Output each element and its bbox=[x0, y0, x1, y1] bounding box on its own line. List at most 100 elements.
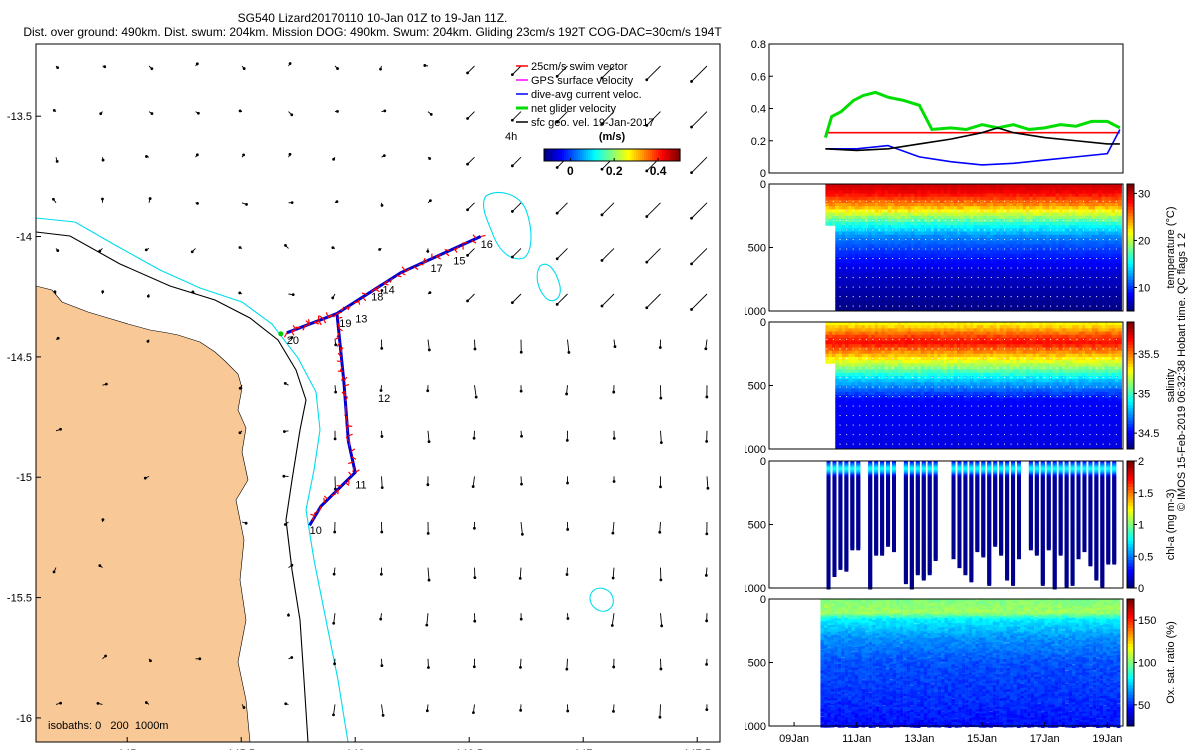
temperature-cell bbox=[1003, 307, 1007, 312]
velocity-vector-head bbox=[645, 123, 649, 127]
temperature-cell bbox=[920, 222, 925, 226]
temperature-cell bbox=[960, 295, 965, 299]
temperature-sample-dot bbox=[1115, 286, 1117, 288]
salinity-cell bbox=[838, 344, 843, 348]
temperature-cell bbox=[1019, 234, 1024, 239]
temperature-cell bbox=[979, 184, 984, 188]
temperature-cell bbox=[1055, 291, 1060, 296]
temperature-sample-dot bbox=[957, 277, 959, 279]
salinity-cell bbox=[835, 382, 840, 386]
temperature-cell bbox=[881, 279, 886, 283]
temperature-cell bbox=[930, 244, 935, 248]
day-label: 15 bbox=[453, 256, 465, 268]
temperature-cell bbox=[933, 190, 938, 195]
temperature-cell bbox=[1111, 282, 1116, 287]
temperature-sample-dot bbox=[865, 296, 867, 298]
temperature-cell bbox=[1068, 282, 1073, 287]
temperature-cell bbox=[986, 237, 991, 242]
temperature-cell bbox=[1062, 250, 1067, 255]
temperature-cell bbox=[986, 215, 991, 220]
temperature-sample-dot bbox=[918, 258, 920, 260]
salinity-cell bbox=[838, 350, 843, 355]
temperature-sample-dot bbox=[879, 248, 881, 250]
temperature-cell bbox=[1068, 184, 1073, 188]
velocity-vector-head bbox=[426, 250, 430, 253]
temperature-cell bbox=[1114, 279, 1119, 283]
temperature-cell bbox=[868, 260, 872, 264]
temperature-cell bbox=[1012, 285, 1017, 290]
temperature-cell bbox=[904, 307, 909, 312]
temperature-cell bbox=[864, 263, 869, 268]
temperature-colorbar-segment bbox=[1127, 215, 1134, 220]
temperature-cell bbox=[1012, 272, 1017, 277]
temperature-cell bbox=[989, 269, 994, 274]
temperature-cell bbox=[940, 187, 945, 191]
temperature-cell bbox=[848, 257, 853, 261]
salinity-cell bbox=[838, 439, 843, 444]
temperature-cell bbox=[1091, 209, 1096, 214]
colorbar-segment bbox=[602, 149, 605, 161]
salinity-cell bbox=[838, 372, 843, 377]
temperature-cell bbox=[861, 215, 866, 220]
swim-vector bbox=[311, 515, 315, 521]
temperature-cell bbox=[956, 288, 961, 293]
temperature-cell bbox=[937, 301, 942, 306]
temperature-sample-dot bbox=[984, 258, 986, 260]
temperature-sample-dot bbox=[885, 267, 887, 269]
velocity-vector-head bbox=[380, 530, 384, 534]
temperature-cell bbox=[1091, 291, 1096, 296]
temperature-cell bbox=[1016, 193, 1020, 198]
temperature-cell bbox=[1095, 206, 1099, 210]
temperature-cell bbox=[1075, 250, 1080, 255]
temperature-cell bbox=[950, 244, 955, 248]
temperature-cell bbox=[1016, 307, 1020, 312]
temperature-cell bbox=[845, 196, 849, 201]
temperature-cell bbox=[1058, 228, 1063, 233]
isobath-1000m bbox=[36, 231, 309, 742]
temperature-cell bbox=[1035, 234, 1040, 239]
temperature-cell bbox=[1019, 237, 1024, 242]
temperature-sample-dot bbox=[885, 296, 887, 298]
velocity-vector-head bbox=[519, 708, 523, 712]
temperature-cell bbox=[1058, 206, 1063, 210]
temperature-cell bbox=[1039, 218, 1043, 223]
temperature-cell bbox=[878, 253, 882, 258]
temperature-cell bbox=[878, 301, 882, 306]
temperature-sample-dot bbox=[1069, 238, 1071, 240]
temperature-sample-dot bbox=[1089, 267, 1091, 269]
temperature-cell bbox=[1068, 279, 1073, 283]
temperature-cell bbox=[986, 266, 991, 271]
temperature-cell bbox=[1006, 244, 1011, 248]
temperature-cell bbox=[1049, 234, 1053, 239]
temperature-cell bbox=[881, 237, 886, 242]
temperature-sample-dot bbox=[852, 277, 854, 279]
temperature-cell bbox=[1035, 231, 1040, 236]
temperature-cell bbox=[983, 244, 988, 248]
temperature-sample-dot bbox=[1082, 248, 1084, 250]
temperature-cell bbox=[976, 187, 981, 191]
temperature-cell bbox=[894, 241, 899, 245]
temperature-cell bbox=[927, 288, 932, 293]
temperature-cell bbox=[940, 234, 945, 239]
temperature-cell bbox=[901, 203, 905, 207]
temperature-cell bbox=[858, 190, 863, 195]
swim-vector bbox=[336, 360, 342, 363]
temperature-sample-dot bbox=[990, 258, 992, 260]
velocity-vector-head bbox=[690, 80, 693, 83]
temperature-cell bbox=[1098, 190, 1103, 195]
temperature-cell bbox=[907, 298, 912, 302]
temperature-cell bbox=[940, 218, 945, 223]
temperature-cell bbox=[864, 234, 869, 239]
salinity-cell bbox=[828, 337, 833, 342]
temperature-cell bbox=[920, 228, 925, 233]
temperature-cell bbox=[907, 291, 912, 296]
velocity-vector-head bbox=[613, 345, 617, 349]
velocity-vector-head bbox=[238, 109, 242, 113]
temperature-cell bbox=[933, 288, 938, 293]
temperature-cell bbox=[1111, 190, 1116, 195]
temperature-cell bbox=[861, 234, 866, 239]
velocity-vector bbox=[520, 658, 522, 668]
salinity-cell bbox=[828, 353, 833, 358]
temperature-cell bbox=[1065, 253, 1070, 258]
salinity-cell bbox=[848, 331, 853, 336]
